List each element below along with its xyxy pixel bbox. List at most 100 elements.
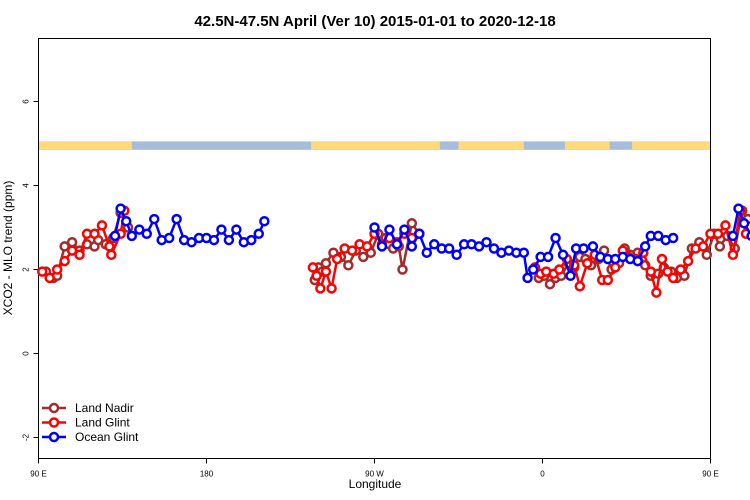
data-point [361,241,373,252]
data-point [223,234,235,246]
data-point [738,218,750,229]
data-point [639,241,651,252]
data-point [557,249,569,261]
land-band-segment [564,141,610,150]
y-tick-label: 2 [22,267,31,272]
data-point [451,249,462,261]
y-tick-label: 4 [22,183,31,188]
legend-marker [48,417,60,428]
data-point [662,266,673,277]
data-point [134,224,145,235]
data-point [645,266,657,277]
data-point [733,203,744,214]
data-point [406,218,418,229]
data-point [44,272,55,284]
x-tick-label: 90 E [702,470,718,479]
data-point [682,255,694,267]
data-point [399,224,410,235]
y-axis-title: XCO2 - MLO trend (ppm) [1,181,15,316]
x-tick-label: 180 [200,470,214,479]
data-point [542,251,554,263]
data-point [652,230,664,242]
data-point [96,220,108,231]
data-point [712,228,724,240]
data-point [656,253,668,265]
data-point [632,255,643,267]
x-tick-label: 90 E [30,470,46,479]
data-point [574,281,586,292]
data-point [397,264,408,275]
data-point [578,243,589,254]
data-point [421,247,433,258]
data-point [481,236,492,248]
data-point [582,257,593,269]
data-point [326,283,337,294]
data-point [253,228,265,240]
data-point [346,245,358,256]
data-point [163,232,175,244]
data-point [602,274,614,286]
data-point [66,245,78,256]
data-point [66,236,78,248]
data-point [307,262,319,273]
data-point [59,241,70,252]
data-point [106,249,117,261]
data-point [148,213,160,225]
data-point [320,266,332,277]
data-point [320,257,332,269]
data-point [544,278,556,290]
x-axis-title: Longitude [349,477,402,491]
data-point [554,264,565,275]
data-point [231,224,242,235]
land-band-segment [458,141,524,150]
legend-marker [48,431,60,443]
data-point [120,215,132,227]
data-point [565,270,576,282]
series-line [731,207,750,237]
data-point [610,262,621,273]
data-point [186,236,197,248]
data-point [315,283,326,294]
data-point [246,234,257,246]
data-point [697,241,709,252]
legend-label: Land Nadir [75,401,134,415]
data-point [376,241,388,252]
data-point [587,241,599,252]
y-tick-label: 0 [22,351,31,356]
data-point [550,232,561,244]
legend-marker [48,402,60,414]
data-point [428,239,440,250]
data-point [527,264,539,275]
data-point [358,251,369,263]
data-point [104,241,115,252]
data-point [216,224,227,235]
data-point [675,264,686,275]
data-point [391,239,403,250]
data-point [746,230,750,241]
data-point [259,215,270,227]
legend-label: Ocean Glint [75,430,139,444]
data-point [414,228,425,240]
y-tick-label: 6 [22,99,31,104]
data-point [208,234,220,246]
data-point [473,241,485,252]
data-point [343,260,354,271]
land-ocean-band [38,141,711,150]
data-point [311,270,322,282]
axes: 90 E 180 90 W 0 90 E -2 0 2 4 6 [22,99,719,479]
data-point [74,249,85,261]
data-point [667,232,679,244]
data-point [109,230,121,242]
data-point [727,230,739,242]
data-point [720,220,731,231]
data-point [331,253,343,265]
plot-frame [38,38,711,459]
x-tick-label: 0 [540,470,545,479]
chart-title: 42.5N-47.5N April (Ver 10) 2015-01-01 to… [194,13,555,30]
data-point [714,241,726,252]
x-tick-label: 90 W [365,470,384,479]
data-point [51,264,63,275]
data-point [522,272,533,284]
